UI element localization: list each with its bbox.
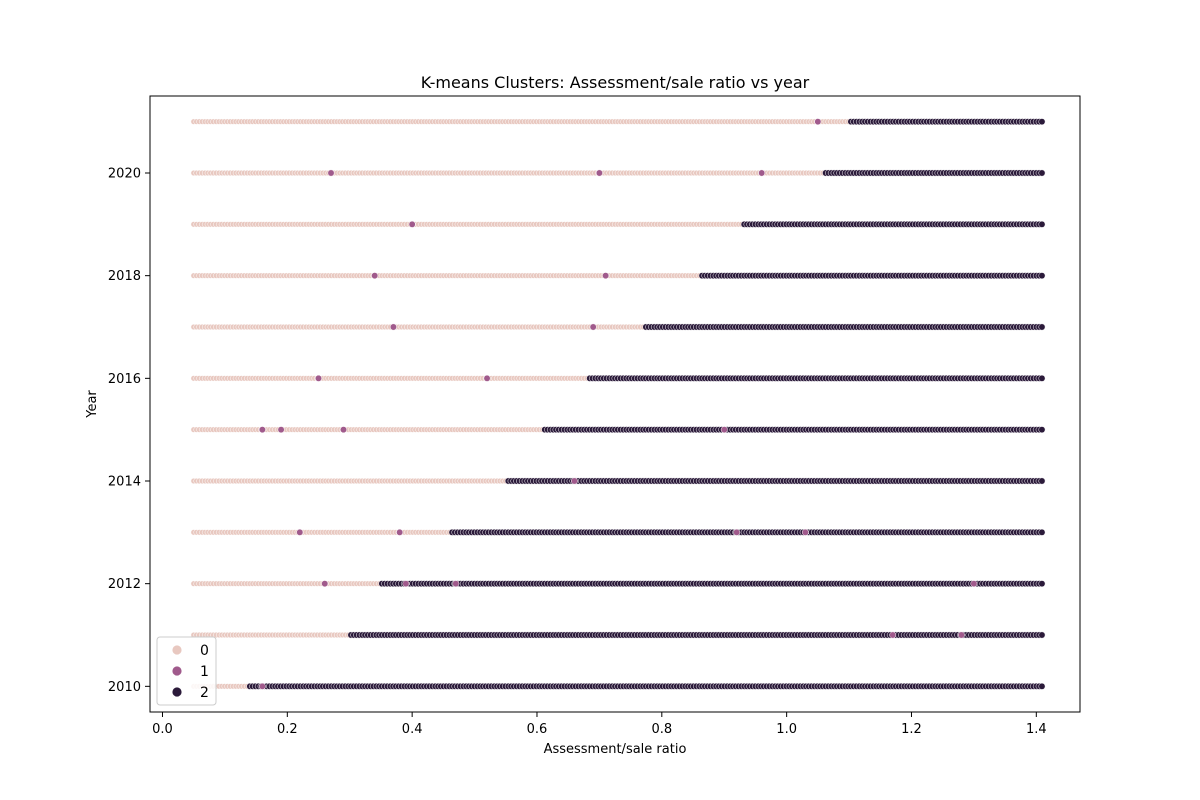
cluster-2-point: [1038, 631, 1046, 639]
legend-marker-2: [171, 686, 183, 698]
cluster-2-point: [1038, 682, 1046, 690]
legend: 0 1 2: [156, 636, 217, 706]
cluster-1-point: [970, 580, 978, 588]
cluster-1-point: [296, 528, 304, 536]
cluster-1-point: [340, 426, 347, 434]
cluster-1-point: [814, 118, 822, 126]
y-tick-label: 2014: [108, 475, 141, 490]
legend-marker-0: [171, 644, 183, 656]
cluster-1-point: [589, 323, 597, 331]
axes-frame: [149, 95, 1081, 713]
row-2020: [190, 169, 1046, 177]
cluster-1-point: [396, 528, 404, 536]
cluster-2-point: [1038, 272, 1046, 280]
legend-box: [156, 636, 217, 706]
points-layer: [190, 118, 1046, 690]
y-tick-label: 2012: [108, 577, 141, 592]
y-tick-label: 2020: [108, 167, 141, 182]
x-tick-label: 0.6: [527, 722, 548, 737]
cluster-1-point: [327, 169, 335, 177]
cluster-2-point: [1038, 580, 1046, 588]
x-tick-label: 0.4: [402, 722, 423, 737]
x-tick-label: 0.0: [152, 722, 173, 737]
row-2017: [190, 323, 1046, 331]
cluster-2-point: [1038, 426, 1046, 434]
cluster-1-point: [402, 580, 410, 588]
cluster-1-point: [483, 374, 491, 382]
legend-label-0: 0: [200, 643, 209, 659]
x-tick-label: 0.2: [277, 722, 298, 737]
x-tick-label: 1.4: [1026, 722, 1047, 737]
cluster-1-point: [258, 682, 266, 690]
cluster-2-point: [1038, 477, 1046, 485]
row-2011: [190, 631, 1046, 639]
cluster-1-point: [720, 426, 728, 434]
cluster-1-point: [957, 631, 965, 639]
row-2021: [190, 118, 1046, 126]
cluster-1-point: [889, 631, 897, 639]
ticks-layer: 0.0 0.2 0.4 0.6 0.8 1.0 1.2 1.4 2010 2012 2014 2016…: [108, 167, 1047, 738]
cluster-1-point: [758, 169, 766, 177]
cluster-1-point: [801, 528, 809, 536]
y-axis-label: Year: [85, 390, 100, 419]
x-axis-label: Assessment/sale ratio: [544, 742, 687, 757]
row-2010: [190, 682, 1046, 690]
legend-label-1: 1: [200, 664, 209, 680]
y-tick-label: 2018: [108, 269, 141, 284]
cluster-2-point: [1038, 374, 1046, 382]
cluster-2-point: [1038, 169, 1046, 177]
y-tick-label: 2016: [108, 372, 141, 387]
cluster-1-point: [452, 580, 460, 588]
x-tick-label: 1.2: [901, 722, 922, 737]
cluster-2-point: [1038, 118, 1046, 126]
row-2014: [190, 477, 1046, 485]
row-2019: [190, 220, 1046, 228]
chart-title: K-means Clusters: Assessment/sale ratio …: [421, 73, 810, 92]
cluster-1-point: [371, 272, 379, 280]
legend-label-2: 2: [200, 685, 209, 701]
cluster-1-point: [321, 580, 329, 588]
row-2015: [190, 426, 1046, 434]
cluster-1-point: [277, 426, 285, 434]
row-2012: [190, 580, 1046, 588]
cluster-1-point: [315, 374, 322, 382]
cluster-1-point: [733, 528, 741, 536]
cluster-1-point: [602, 272, 610, 280]
cluster-1-point: [258, 426, 266, 434]
x-tick-label: 0.8: [651, 722, 672, 737]
cluster-1-point: [408, 220, 416, 228]
legend-marker-1: [171, 665, 183, 677]
y-tick-label: 2010: [108, 680, 141, 695]
row-2013: [190, 528, 1046, 536]
x-tick-label: 1.0: [776, 722, 797, 737]
cluster-1-point: [389, 323, 397, 331]
row-2018: [190, 272, 1046, 280]
cluster-2-point: [1038, 323, 1046, 331]
cluster-2-point: [1038, 528, 1046, 536]
cluster-1-point: [570, 477, 578, 485]
cluster-2-point: [1038, 220, 1046, 228]
row-2016: [190, 374, 1046, 382]
cluster-1-point: [595, 169, 603, 177]
